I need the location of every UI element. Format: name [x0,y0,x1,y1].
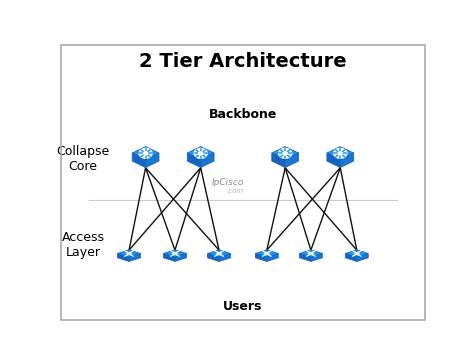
Polygon shape [311,253,322,261]
Polygon shape [334,148,347,158]
Polygon shape [338,152,342,155]
Polygon shape [279,148,292,158]
Polygon shape [346,253,357,261]
Polygon shape [164,250,186,257]
Polygon shape [146,153,159,168]
Polygon shape [132,147,159,160]
Text: Access
Layer: Access Layer [62,231,105,259]
Polygon shape [327,147,354,160]
Polygon shape [208,253,219,261]
Polygon shape [175,253,186,261]
Text: 2 Tier Architecture: 2 Tier Architecture [139,52,347,71]
Polygon shape [327,153,340,168]
Polygon shape [255,253,267,261]
Polygon shape [164,253,175,261]
Polygon shape [129,253,140,261]
Polygon shape [255,250,278,257]
Polygon shape [285,153,299,168]
Polygon shape [357,253,368,261]
Polygon shape [118,253,129,261]
Text: Collapse
Core: Collapse Core [56,145,110,173]
Polygon shape [219,253,230,261]
Polygon shape [300,253,311,261]
Text: .com: .com [227,188,244,194]
Polygon shape [194,148,207,158]
Polygon shape [144,152,148,155]
Polygon shape [272,153,285,168]
Text: Backbone: Backbone [209,108,277,121]
Polygon shape [187,153,201,168]
Polygon shape [187,147,214,160]
Polygon shape [139,148,152,158]
Polygon shape [283,152,287,155]
Polygon shape [132,153,146,168]
Polygon shape [267,253,278,261]
Polygon shape [208,250,230,257]
Polygon shape [118,250,140,257]
Polygon shape [201,153,214,168]
Text: IpCisco: IpCisco [212,178,244,187]
Text: Users: Users [223,300,263,313]
Polygon shape [300,250,322,257]
Polygon shape [340,153,354,168]
Polygon shape [272,147,299,160]
Polygon shape [346,250,368,257]
Polygon shape [199,152,203,155]
